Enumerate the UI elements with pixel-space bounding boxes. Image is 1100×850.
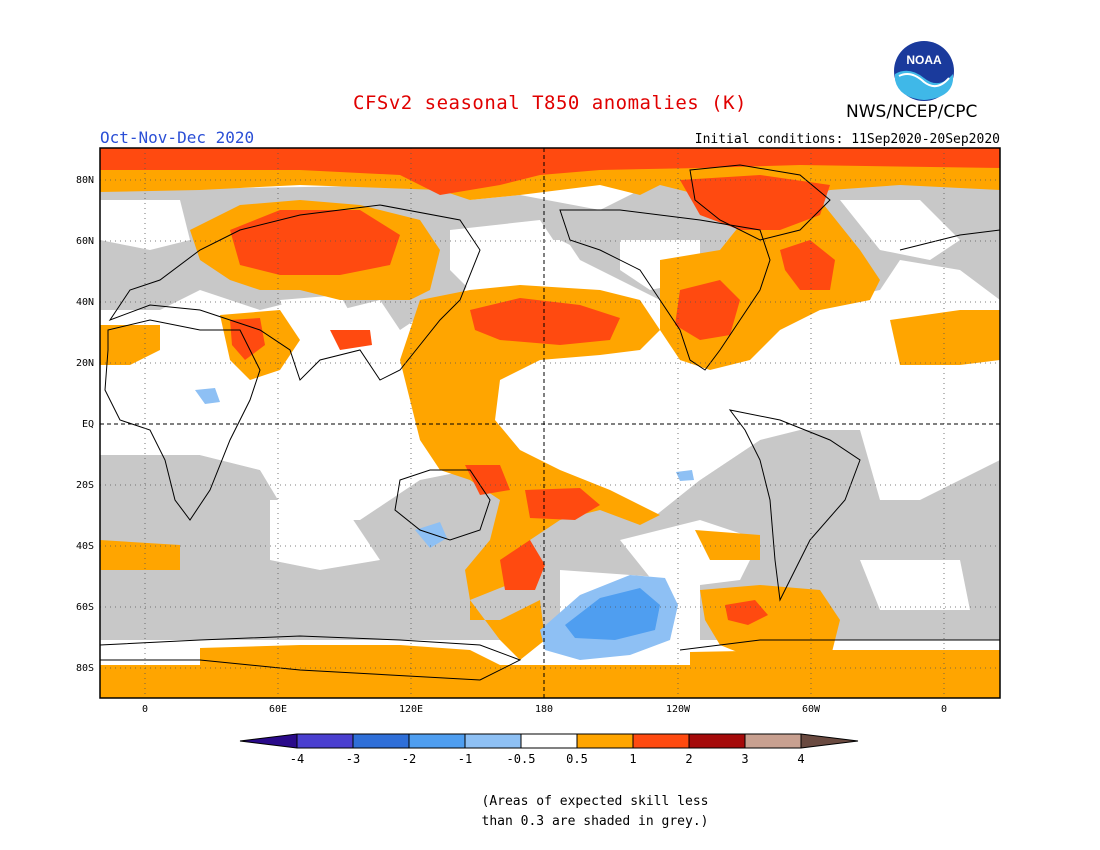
colorbar-label: -3 [345, 752, 361, 766]
colorbar-bin [745, 734, 801, 748]
map-frame [99, 147, 1001, 699]
colorbar-bin [689, 734, 745, 748]
lat-label: 60N [75, 236, 94, 247]
colorbar-label: -1 [457, 752, 473, 766]
lat-label: 20N [75, 358, 94, 369]
colorbar-bin [521, 734, 577, 748]
lat-label: EQ [81, 419, 94, 430]
lon-label: 60E [268, 704, 288, 715]
noaa-logo: NOAA [894, 41, 954, 101]
lon-label: 120E [398, 704, 424, 715]
lon-label: 120W [665, 704, 691, 715]
colorbar-bin [353, 734, 409, 748]
continent-outlines [100, 164, 1000, 681]
tropical-neutral-pacific [500, 360, 780, 500]
season-label: Oct-Nov-Dec 2020 [100, 128, 255, 147]
lon-label: 60W [801, 704, 821, 715]
colorbar-label: 0.5 [566, 752, 588, 766]
skill-note-line: (Areas of expected skill less [481, 794, 709, 809]
colorbar-arrow-left [240, 734, 297, 748]
lon-label: 180 [534, 704, 554, 715]
logo-lettering: NOAA [906, 53, 942, 67]
colorbar [239, 733, 859, 749]
tropical-neutral-west [100, 360, 430, 520]
colorbar-label: 2 [685, 752, 693, 766]
lat-label: 60S [75, 602, 94, 613]
lat-label: 40N [75, 297, 94, 308]
lat-label: 80S [75, 663, 94, 674]
colorbar-bin [577, 734, 633, 748]
lon-label: 0 [940, 704, 948, 715]
colorbar-label: -4 [289, 752, 305, 766]
colorbar-bin [465, 734, 521, 748]
colorbar-label: -2 [401, 752, 417, 766]
skill-note: (Areas of expected skill less than 0.3 a… [0, 792, 1100, 832]
lat-label: 80N [75, 175, 94, 186]
colorbar-arrow-right [801, 734, 858, 748]
lon-label: 0 [141, 704, 149, 715]
colorbar-label: 1 [629, 752, 637, 766]
agency-label: NWS/NCEP/CPC [846, 102, 978, 122]
colorbar-bin [633, 734, 689, 748]
skill-note-line: than 0.3 are shaded in grey.) [481, 814, 709, 829]
colorbar-bin [297, 734, 353, 748]
lat-label: 20S [75, 480, 94, 491]
lat-label: 40S [75, 541, 94, 552]
colorbar-bin [409, 734, 465, 748]
positive-anomaly-1-2 [100, 148, 1000, 625]
colorbar-label: 4 [797, 752, 805, 766]
negative-anomaly [195, 388, 694, 660]
colorbar-label: 3 [741, 752, 749, 766]
map-title: CFSv2 seasonal T850 anomalies (K) [353, 92, 747, 114]
grid-lines [100, 148, 1000, 698]
colorbar-label: -0.5 [506, 752, 536, 766]
initial-conditions-label: Initial conditions: 11Sep2020-20Sep2020 [694, 132, 1000, 147]
